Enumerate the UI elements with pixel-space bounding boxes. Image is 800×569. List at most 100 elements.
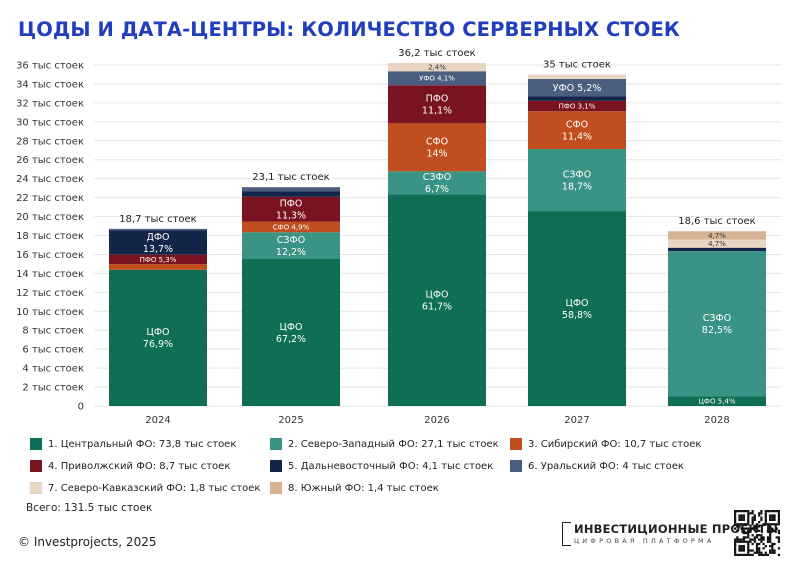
- y-tick-label: 24 тыс стоек: [16, 174, 84, 185]
- bar-label: СЗФО: [277, 235, 305, 246]
- y-tick-label: 12 тыс стоек: [16, 288, 84, 299]
- bar-total-label: 36,2 тыс стоек: [398, 48, 475, 59]
- bar-segment-skfo: [388, 63, 486, 72]
- bar-total-label: 18,6 тыс стоек: [678, 216, 755, 227]
- bar-label: УФО 4,1%: [419, 75, 455, 83]
- bar-label: ЦФО: [279, 322, 302, 333]
- total-count: Всего: 131.5 тыс стоек: [26, 502, 153, 514]
- bars: [109, 63, 766, 406]
- legend-swatch: [510, 438, 522, 450]
- y-tick-label: 32 тыс стоек: [16, 98, 84, 109]
- bar-segment-cfo: [388, 194, 486, 406]
- legend-label: 2. Северо-Западный ФО: 27,1 тыс стоек: [288, 438, 499, 450]
- y-tick-label: 14 тыс стоек: [16, 269, 84, 280]
- bar-segment-sfo: [242, 221, 340, 233]
- x-tick-label: 2028: [704, 415, 729, 426]
- y-tick-label: 36 тыс стоек: [16, 61, 84, 72]
- legend-label: 1. Центральный ФО: 73,8 тыс стоек: [48, 438, 237, 450]
- logo-bracket-icon: [562, 522, 571, 546]
- bar-total-label: 18,7 тыс стоек: [119, 214, 196, 225]
- bar-label: 2,4%: [428, 64, 446, 72]
- y-axis-ticks: 0 2 тыс стоек 4 тыс стоек 6 тыс стоек 8 тыс …: [16, 61, 84, 413]
- legend-item-yufo: 8. Южный ФО: 1,4 тыс стоек: [270, 482, 439, 494]
- bar-label: 4,7%: [708, 240, 726, 248]
- bar-segment-ufo: [388, 71, 486, 86]
- bar-label: 12,2%: [276, 247, 306, 258]
- bar-label: СЗФО: [703, 313, 731, 324]
- legend-item-ufo: 6. Уральский ФО: 4 тыс стоек: [510, 460, 684, 472]
- x-tick-label: 2026: [424, 415, 449, 426]
- legend-item-cfo: 1. Центральный ФО: 73,8 тыс стоек: [30, 438, 236, 450]
- copyright: © Investprojects, 2025: [18, 535, 157, 549]
- legend-swatch: [270, 438, 282, 450]
- bar-label: 11,1%: [422, 106, 452, 117]
- bar-label: 67,2%: [276, 334, 306, 345]
- bar-segment-dfo: [109, 230, 207, 255]
- x-axis-ticks: 2024 2025 2026 2027 2028: [145, 415, 729, 426]
- legend-item-sfo: 3. Сибирский ФО: 10,7 тыс стоек: [510, 438, 701, 450]
- bar-label: ДФО: [146, 232, 169, 243]
- bar-label: 4,7%: [708, 232, 726, 240]
- bar-label: СЗФО: [563, 169, 591, 180]
- bar-segment-skfo: [668, 239, 766, 248]
- bar-segment-cfo: [242, 258, 340, 406]
- y-tick-label: 28 тыс стоек: [16, 136, 84, 147]
- bar-label: 11,3%: [276, 211, 306, 222]
- bar-segment-szfo: [668, 251, 766, 397]
- bar-label: ПФО: [426, 94, 449, 105]
- bar-label: 13,7%: [143, 244, 173, 255]
- bar-segment-skfo: [528, 74, 626, 79]
- bar-segment-ufo: [109, 228, 207, 231]
- legend-label: 6. Уральский ФО: 4 тыс стоек: [528, 460, 684, 472]
- legend-label: 5. Дальневосточный ФО: 4,1 тыс стоек: [288, 460, 494, 472]
- y-tick-label: 18 тыс стоек: [16, 231, 84, 242]
- x-tick-label: 2027: [564, 415, 589, 426]
- bar-label: 82,5%: [702, 325, 732, 336]
- bar-label: 61,7%: [422, 302, 452, 313]
- bar-label: ПФО 3,1%: [559, 103, 596, 111]
- y-tick-label: 22 тыс стоек: [16, 193, 84, 204]
- bar-segment-ufo: [242, 187, 340, 192]
- y-tick-label: 2 тыс стоек: [22, 383, 84, 394]
- bar-label: 18,7%: [562, 181, 592, 192]
- y-tick-label: 6 тыс стоек: [22, 345, 84, 356]
- x-tick-label: 2025: [278, 415, 303, 426]
- bar-label: 6,7%: [425, 184, 449, 195]
- legend-swatch: [30, 460, 42, 472]
- legend-item-szfo: 2. Северо-Западный ФО: 27,1 тыс стоек: [270, 438, 499, 450]
- bar-segment-szfo: [528, 149, 626, 212]
- bar-label: УФО 5,2%: [553, 83, 602, 94]
- y-tick-label: 34 тыс стоек: [16, 79, 84, 90]
- y-tick-label: 26 тыс стоек: [16, 155, 84, 166]
- bar-segment-sfo: [528, 111, 626, 150]
- y-tick-label: 10 тыс стоек: [16, 307, 84, 318]
- bar-label: ПФО 5,3%: [140, 256, 177, 264]
- page-title: ЦОДЫ И ДАТА-ЦЕНТРЫ: КОЛИЧЕСТВО СЕРВЕРНЫХ…: [18, 18, 680, 41]
- bar-segment-pfo: [109, 254, 207, 265]
- bar-total-label: 23,1 тыс стоек: [252, 172, 329, 183]
- bar-segment-dfo: [528, 96, 626, 101]
- legend-item-pfo: 4. Приволжский ФО: 8,7 тыс стоек: [30, 460, 230, 472]
- y-tick-label: 30 тыс стоек: [16, 117, 84, 128]
- legend-swatch: [30, 438, 42, 450]
- legend-swatch: [30, 482, 42, 494]
- bar-segment-sfo: [109, 264, 207, 270]
- legend-label: 3. Сибирский ФО: 10,7 тыс стоек: [528, 438, 702, 450]
- bar-segment-cfo: [668, 396, 766, 406]
- bar-label: 58,8%: [562, 310, 592, 321]
- bar-label: СФО: [426, 137, 448, 148]
- bar-segment-pfo: [528, 100, 626, 112]
- legend-item-dfo: 5. Дальневосточный ФО: 4,1 тыс стоек: [270, 460, 493, 472]
- logo: ИНВЕСТИЦИОННЫЕ ПРОЕКТЫ ЦИФРОВАЯ ПЛАТФОРМ…: [562, 520, 778, 548]
- bar-segment-szfo: [242, 232, 340, 259]
- legend-item-skfo: 7. Северо-Кавказский ФО: 1,8 тыс стоек: [30, 482, 260, 494]
- bar-label: ЦФО: [425, 290, 448, 301]
- stacked-bar-chart: 0 2 тыс стоек 4 тыс стоек 6 тыс стоек 8 тыс …: [16, 48, 782, 426]
- logo-line2: ЦИФРОВАЯ ПЛАТФОРМА: [574, 537, 715, 545]
- y-tick-label: 20 тыс стоек: [16, 212, 84, 223]
- bar-label: ЦФО: [146, 327, 169, 338]
- bar-total-label: 35 тыс стоек: [543, 59, 611, 70]
- y-tick-label: 0: [78, 402, 84, 413]
- bar-segment-sfo: [388, 123, 486, 172]
